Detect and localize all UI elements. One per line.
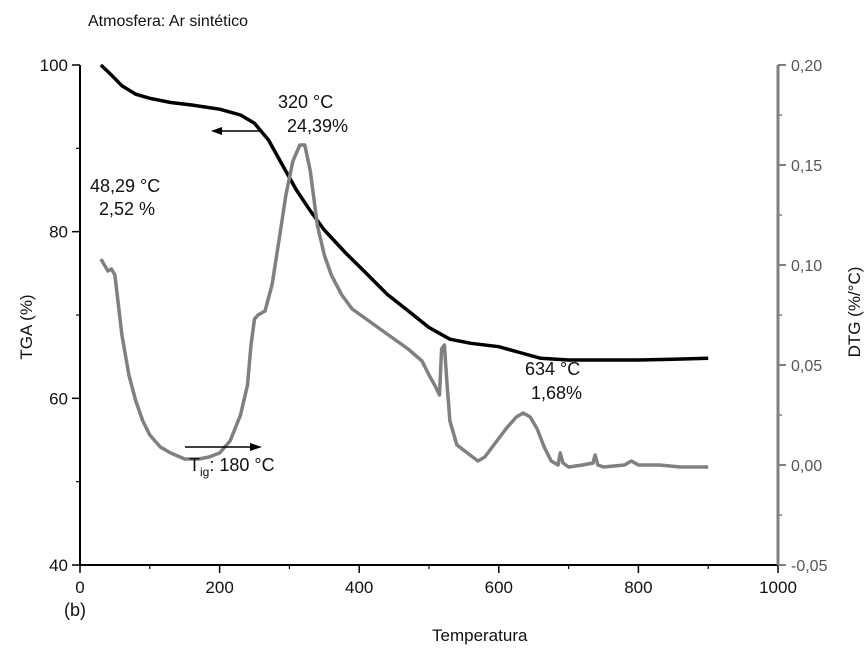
x-tick-label: 600 bbox=[485, 578, 513, 597]
y-ticks: 40 60 80 100 bbox=[40, 56, 80, 575]
x-tick-label: 1000 bbox=[759, 578, 797, 597]
y-axis-title: TGA (%) bbox=[17, 294, 36, 359]
x-tick-label: 0 bbox=[75, 578, 84, 597]
atmosphere-header: Atmosfera: Ar sintético bbox=[88, 13, 248, 30]
x-axis-title: Temperatura bbox=[432, 626, 528, 645]
panel-label: (b) bbox=[64, 600, 86, 620]
y2-ticks: -0,05 0,00 0,05 0,10 0,15 0,20 bbox=[778, 58, 828, 575]
annotation-320-loss: 24,39% bbox=[287, 116, 348, 136]
annotation-634-loss: 1,68% bbox=[531, 383, 582, 403]
y2-axis-title: DTG (%/°C) bbox=[845, 267, 864, 358]
annotation-634-temp: 634 °C bbox=[525, 359, 580, 379]
tga-series-line bbox=[99, 63, 709, 362]
ignition-value: : 180 °C bbox=[209, 455, 274, 475]
ignition-arrowhead bbox=[250, 443, 262, 451]
dtg-series-line bbox=[99, 143, 709, 469]
y2-tick-label: 0,15 bbox=[791, 158, 822, 175]
annotation-48-temp: 48,29 °C bbox=[90, 176, 160, 196]
y2-tick-label: 0,20 bbox=[791, 58, 822, 75]
axes bbox=[79, 65, 780, 566]
x-tick-label: 200 bbox=[205, 578, 233, 597]
ignition-symbol: T bbox=[189, 455, 200, 475]
y2-tick-label: 0,05 bbox=[791, 358, 822, 375]
ignition-subscript: ig bbox=[200, 465, 209, 479]
annotation-48-loss: 2,52 % bbox=[99, 199, 155, 219]
y2-tick-label: 0,00 bbox=[791, 458, 822, 475]
annotation-320-temp: 320 °C bbox=[278, 92, 333, 112]
ignition-annotation: Tig: 180 °C bbox=[189, 455, 275, 479]
y2-tick-label: -0,05 bbox=[791, 558, 828, 575]
y2-tick-label: 0,10 bbox=[791, 258, 822, 275]
x-tick-label: 400 bbox=[345, 578, 373, 597]
y-tick-label: 100 bbox=[40, 56, 68, 75]
tga-axis-arrowhead bbox=[211, 127, 222, 135]
y-tick-label: 40 bbox=[49, 556, 68, 575]
x-ticks: 0 200 400 600 800 1000 bbox=[75, 565, 797, 597]
y-tick-label: 60 bbox=[49, 389, 68, 408]
y-tick-label: 80 bbox=[49, 223, 68, 242]
x-tick-label: 800 bbox=[624, 578, 652, 597]
